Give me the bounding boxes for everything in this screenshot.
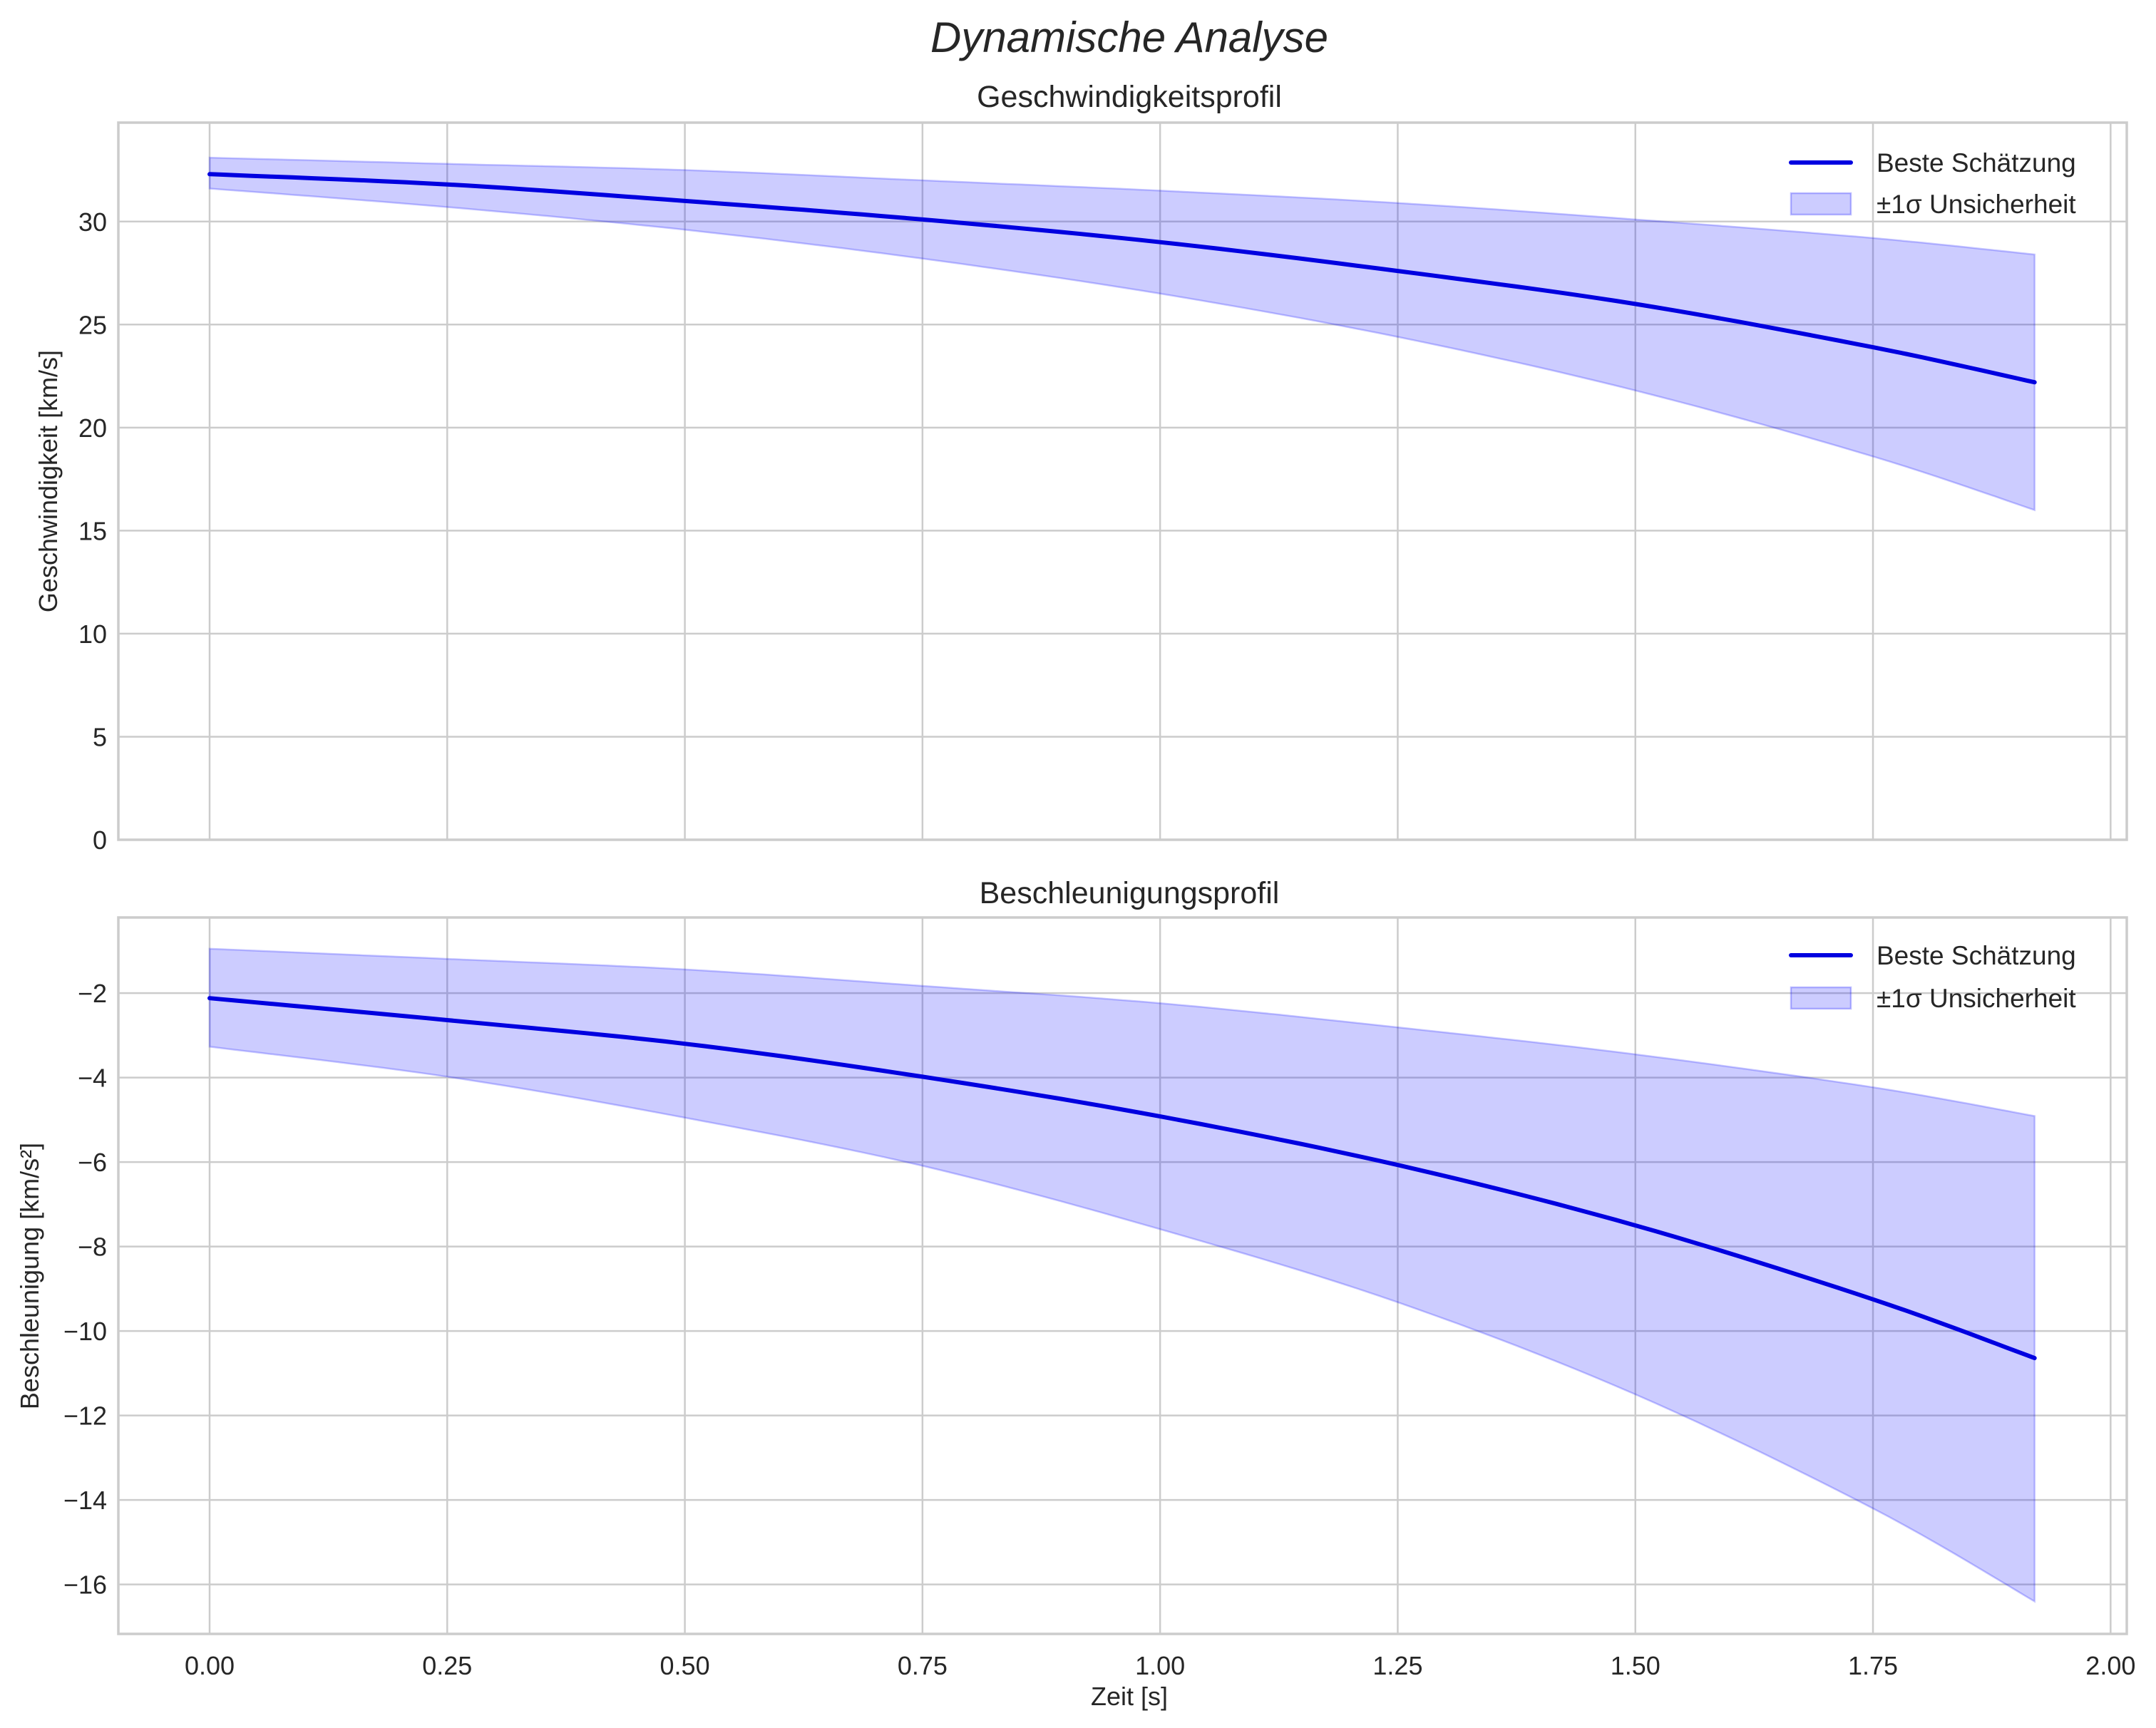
legend-line-label: Beste Schätzung (1877, 148, 2076, 178)
legend-line-label: Beste Schätzung (1877, 941, 2076, 970)
x-tick-label: 1.00 (1135, 1651, 1185, 1680)
acceleration-subplot: Beschleunigungsprofil 0.00 0.25 0.50 0.75 1.… (15, 876, 2135, 1711)
x-tick-label: 0.00 (185, 1651, 235, 1680)
velocity-uncertainty-band (208, 156, 2036, 512)
y-tick-label: 5 (93, 722, 107, 751)
y-tick-label: −6 (78, 1148, 107, 1177)
y-tick-label: −4 (78, 1064, 107, 1093)
figure-title: Dynamische Analyse (930, 14, 1328, 61)
y-tick-label: −12 (63, 1402, 107, 1431)
acceleration-y-axis-label: Beschleunigung [km/s²] (15, 1143, 44, 1409)
uncertainty-band-area (208, 156, 2036, 512)
x-tick-label: 0.25 (422, 1651, 472, 1680)
x-tick-label: 0.50 (660, 1651, 710, 1680)
velocity-axes-frame (117, 121, 2128, 841)
y-tick-label: −14 (63, 1486, 107, 1515)
velocity-subplot: Geschwindigkeitsprofil 0 5 10 15 20 25 30 Gesc… (34, 80, 2128, 855)
acceleration-tick-labels: 0.00 0.25 0.50 0.75 1.00 1.25 1.50 1.75 2.00 −2 −4… (63, 979, 2135, 1680)
x-tick-label: 1.75 (1848, 1651, 1898, 1680)
acceleration-grid (118, 917, 2127, 1634)
legend-band-swatch-icon (1790, 986, 1852, 1010)
y-tick-label: 0 (93, 826, 107, 855)
velocity-best-estimate-line (207, 172, 2037, 385)
velocity-subplot-title: Geschwindigkeitsprofil (977, 80, 1282, 114)
legend-band-label: ±1σ Unsicherheit (1877, 984, 2076, 1013)
x-tick-label: 1.50 (1611, 1651, 1660, 1680)
y-tick-label: −16 (63, 1570, 107, 1600)
legend-band-label: ±1σ Unsicherheit (1877, 190, 2076, 219)
y-tick-label: 10 (78, 619, 107, 649)
acceleration-best-estimate-line (207, 996, 2037, 1361)
y-tick-label: 25 (78, 310, 107, 339)
acceleration-legend: Beste Schätzung ±1σ Unsicherheit (1789, 941, 2076, 1013)
y-tick-label: 20 (78, 413, 107, 443)
acceleration-subplot-title: Beschleunigungsprofil (980, 876, 1280, 910)
uncertainty-band-area (208, 947, 2036, 1603)
y-tick-label: 15 (78, 516, 107, 545)
y-tick-label: −10 (63, 1317, 107, 1346)
x-tick-label: 1.25 (1372, 1651, 1422, 1680)
legend-band-swatch-icon (1790, 192, 1852, 216)
x-axis-label: Zeit [s] (1091, 1682, 1168, 1711)
best-estimate-curve (207, 172, 2037, 385)
y-tick-label: −8 (78, 1233, 107, 1262)
velocity-tick-labels: 0 5 10 15 20 25 30 (78, 207, 107, 855)
y-tick-label: 30 (78, 207, 107, 237)
x-tick-label: 2.00 (2085, 1651, 2135, 1680)
acceleration-axes-frame (117, 916, 2128, 1635)
velocity-y-axis-label: Geschwindigkeit [km/s] (34, 350, 63, 612)
y-tick-label: −2 (78, 979, 107, 1008)
velocity-legend: Beste Schätzung ±1σ Unsicherheit (1789, 148, 2076, 219)
best-estimate-curve (207, 996, 2037, 1361)
x-tick-label: 0.75 (898, 1651, 948, 1680)
acceleration-uncertainty-band (208, 947, 2036, 1603)
